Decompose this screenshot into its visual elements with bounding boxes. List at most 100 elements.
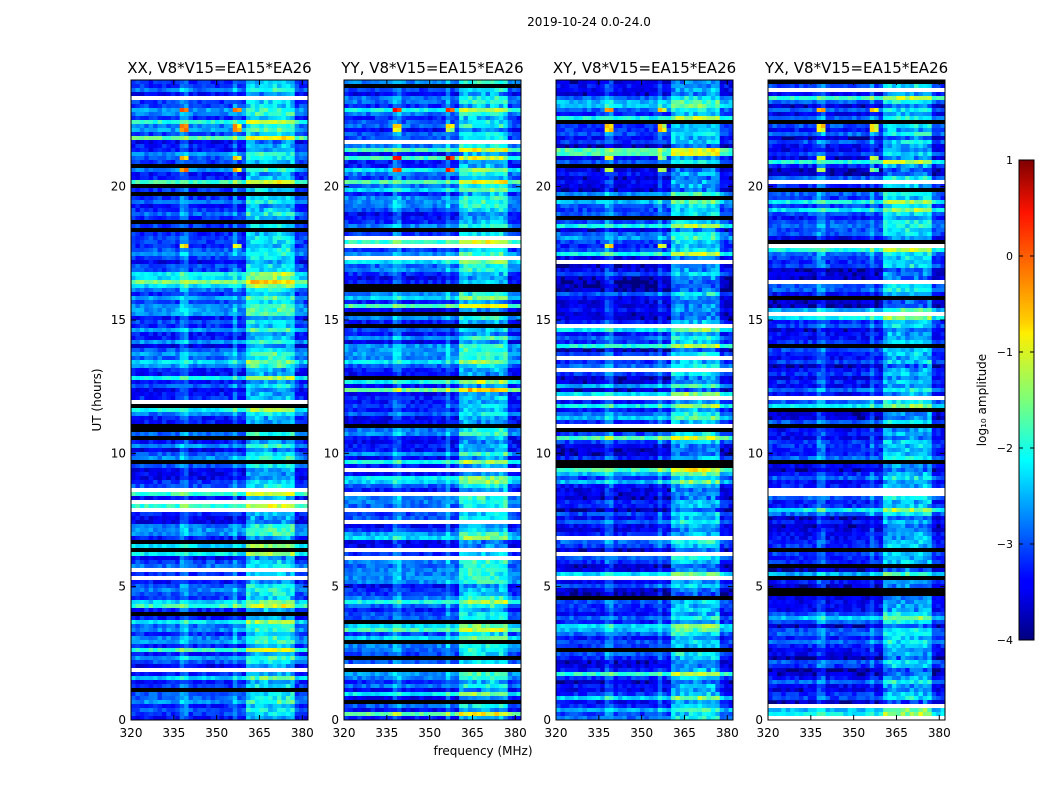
heatmap-cell xyxy=(188,564,194,569)
heatmap-cell xyxy=(184,332,189,337)
heatmap-cell xyxy=(215,260,220,265)
heatmap-cell xyxy=(184,496,189,501)
heatmap-cell xyxy=(179,316,185,321)
heatmap-cell xyxy=(263,196,269,201)
heatmap-cell xyxy=(219,256,225,261)
heatmap-cell xyxy=(166,352,172,357)
heatmap-cell xyxy=(219,88,225,93)
heatmap-cell xyxy=(161,376,167,381)
heatmap-cell xyxy=(246,384,251,389)
heatmap-cell xyxy=(170,368,176,373)
heatmap-cell xyxy=(179,360,185,365)
heatmap-cell xyxy=(188,356,194,361)
heatmap-cell xyxy=(294,240,300,245)
heatmap-cell xyxy=(263,88,269,93)
heatmap-cell xyxy=(139,332,145,337)
heatmap-cell xyxy=(210,128,216,133)
heatmap-cell xyxy=(303,360,309,365)
heatmap-cell xyxy=(144,208,149,213)
heatmap-cell xyxy=(259,104,265,109)
heatmap-cell xyxy=(170,116,176,121)
heatmap-cell xyxy=(131,268,136,273)
heatmap-cell xyxy=(139,620,145,625)
heatmap-cell xyxy=(131,384,136,389)
heatmap-cell xyxy=(201,280,207,285)
heatmap-cell xyxy=(201,152,207,157)
heatmap-cell xyxy=(206,224,211,229)
heatmap-cell xyxy=(153,480,158,485)
heatmap-cell xyxy=(192,588,198,593)
heatmap-cell xyxy=(139,524,145,529)
heatmap-cell xyxy=(277,240,282,245)
heatmap-cell xyxy=(290,260,296,265)
heatmap-cell xyxy=(131,544,136,549)
heatmap-cell xyxy=(210,188,216,193)
heatmap-cell xyxy=(268,240,273,245)
heatmap-cell xyxy=(263,384,269,389)
heatmap-cell xyxy=(290,472,296,477)
heatmap-cell xyxy=(135,248,141,253)
heatmap-cell xyxy=(166,420,172,425)
heatmap-cell xyxy=(259,172,265,177)
heatmap-cell xyxy=(281,124,287,129)
heatmap-cell xyxy=(290,604,296,609)
heatmap-cell xyxy=(268,524,273,529)
heatmap-cell xyxy=(281,316,287,321)
heatmap-cell xyxy=(232,504,238,509)
heatmap-cell xyxy=(277,316,282,321)
heatmap-cell xyxy=(219,340,225,345)
heatmap-cell xyxy=(246,532,251,537)
heatmap-cell xyxy=(223,260,229,265)
heatmap-cell xyxy=(188,140,194,145)
heatmap-cell xyxy=(303,168,309,173)
heatmap-cell xyxy=(241,376,247,381)
heatmap-cell xyxy=(175,480,180,485)
heatmap-cell xyxy=(219,556,225,561)
heatmap-cell xyxy=(188,504,194,509)
heatmap-cell xyxy=(303,368,309,373)
heatmap-cell xyxy=(299,364,304,369)
heatmap-cell xyxy=(241,324,247,329)
heatmap-cell xyxy=(223,288,229,293)
heatmap-cell xyxy=(188,156,194,161)
heatmap-cell xyxy=(166,624,172,629)
figure-suptitle: 2019-10-24 0.0-24.0 xyxy=(527,15,651,29)
heatmap-cell xyxy=(175,212,180,217)
heatmap-cell xyxy=(192,320,198,325)
heatmap-cell xyxy=(157,240,163,245)
heatmap-cell xyxy=(290,300,296,305)
heatmap-cell xyxy=(277,416,282,421)
heatmap-cell xyxy=(272,452,278,457)
heatmap-cell xyxy=(250,244,256,249)
heatmap-cell xyxy=(201,168,207,173)
heatmap-cell xyxy=(281,588,287,593)
heatmap-cell xyxy=(219,560,225,565)
heatmap-cell xyxy=(131,140,136,145)
heatmap-cell xyxy=(144,244,149,249)
heatmap-cell xyxy=(148,176,154,181)
heatmap-cell xyxy=(250,240,256,245)
heatmap-cell xyxy=(263,304,269,309)
heatmap-cell xyxy=(241,588,247,593)
heatmap-cell xyxy=(184,440,189,445)
heatmap-cell xyxy=(294,100,300,105)
heatmap-cell xyxy=(192,276,198,281)
heatmap-cell xyxy=(281,156,287,161)
heatmap-cell xyxy=(144,356,149,361)
heatmap-cell xyxy=(179,176,185,181)
heatmap-cell xyxy=(228,468,234,473)
heatmap-cell xyxy=(210,140,216,145)
heatmap-cell xyxy=(153,584,158,589)
heatmap-cell xyxy=(161,80,167,85)
heatmap-cell xyxy=(184,320,189,325)
heatmap-cell xyxy=(197,452,203,457)
heatmap-cell xyxy=(192,520,198,525)
heatmap-cell xyxy=(246,216,251,221)
heatmap-cell xyxy=(232,324,238,329)
heatmap-cell xyxy=(135,364,141,369)
heatmap-cell xyxy=(188,196,194,201)
heatmap-cell xyxy=(188,556,194,561)
heatmap-cell xyxy=(259,620,265,625)
heatmap-cell xyxy=(254,208,260,213)
heatmap-cell xyxy=(277,528,282,533)
